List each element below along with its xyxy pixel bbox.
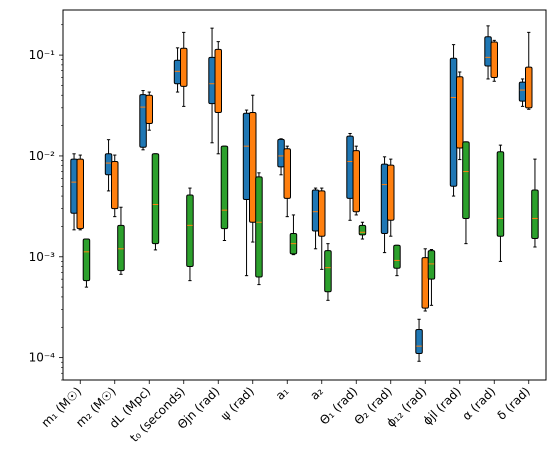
box bbox=[139, 94, 147, 148]
box bbox=[242, 112, 251, 200]
box bbox=[151, 153, 160, 245]
box bbox=[208, 56, 216, 105]
box bbox=[531, 189, 539, 239]
box bbox=[415, 329, 423, 354]
box bbox=[111, 161, 119, 210]
y-tick-label: 10⁻³ bbox=[29, 250, 56, 264]
box bbox=[283, 148, 291, 199]
box bbox=[484, 36, 492, 67]
y-tick-label: 10⁻² bbox=[29, 149, 56, 163]
box bbox=[117, 224, 125, 272]
box bbox=[393, 244, 401, 269]
box bbox=[214, 48, 222, 113]
y-tick-label: 10⁻¹ bbox=[29, 48, 56, 62]
box bbox=[518, 81, 527, 102]
box bbox=[358, 224, 367, 236]
box bbox=[456, 76, 464, 149]
x-tick-label: δ (rad) bbox=[494, 384, 532, 422]
box bbox=[490, 41, 498, 78]
box bbox=[186, 194, 194, 268]
box bbox=[387, 164, 395, 221]
box bbox=[380, 163, 389, 235]
box bbox=[346, 135, 354, 199]
box bbox=[104, 153, 113, 176]
box bbox=[352, 150, 360, 213]
box bbox=[449, 57, 458, 187]
box bbox=[145, 94, 153, 124]
box bbox=[70, 158, 78, 214]
box bbox=[255, 176, 263, 278]
box bbox=[421, 257, 429, 309]
box bbox=[76, 158, 84, 230]
box bbox=[427, 250, 436, 280]
box bbox=[318, 190, 326, 237]
x-tick-label: α (rad) bbox=[459, 384, 498, 423]
box bbox=[311, 189, 320, 232]
box bbox=[220, 145, 229, 230]
plot-area: 10⁻⁴10⁻³10⁻²10⁻¹m₁ (M☉)m₂ (M☉)dL (Mpc)t₀… bbox=[29, 9, 547, 445]
x-tick-label: ψ (rad) bbox=[218, 384, 257, 423]
box bbox=[180, 47, 188, 87]
box bbox=[462, 141, 470, 219]
axes-frame bbox=[62, 9, 547, 381]
x-tick-label: a₂ bbox=[307, 384, 326, 403]
y-tick-label: 10⁻⁴ bbox=[29, 351, 56, 365]
box bbox=[496, 151, 505, 237]
x-tick-label: a₁ bbox=[273, 384, 292, 403]
x-tick-label: ϕjl (rad) bbox=[420, 384, 464, 428]
box bbox=[249, 111, 257, 223]
box bbox=[82, 238, 91, 282]
box bbox=[525, 66, 533, 109]
box bbox=[324, 250, 332, 293]
box bbox=[277, 138, 285, 168]
box bbox=[173, 59, 182, 85]
